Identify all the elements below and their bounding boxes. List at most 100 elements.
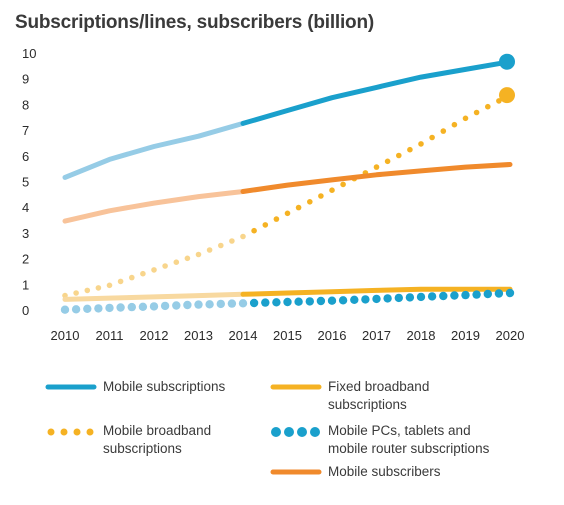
series-dot — [229, 238, 235, 244]
series-dot — [127, 302, 136, 312]
series-dot — [273, 216, 280, 222]
x-tick-label: 2017 — [362, 328, 391, 343]
series-dot — [249, 298, 259, 308]
y-tick-label: 6 — [22, 149, 29, 164]
series-dot — [407, 146, 413, 153]
series-dot — [473, 109, 480, 116]
series-dot — [184, 255, 191, 262]
series-dot — [396, 152, 402, 159]
series-dot — [105, 303, 114, 313]
series-dot — [173, 259, 180, 266]
series-line-historical — [62, 291, 246, 302]
series-dot — [295, 204, 302, 211]
y-tick-label: 2 — [22, 252, 29, 267]
series-dot — [84, 287, 91, 294]
series-dot — [472, 290, 481, 299]
series-dot — [450, 291, 459, 300]
y-tick-label: 8 — [22, 97, 29, 112]
series-dot — [451, 121, 458, 128]
x-tick-label: 2018 — [407, 328, 436, 343]
series-end-marker — [499, 53, 515, 70]
series-dot — [206, 247, 213, 253]
y-tick-label: 7 — [22, 123, 29, 138]
series-dot — [60, 305, 70, 314]
series-dot — [338, 296, 348, 305]
series-dot — [149, 302, 159, 311]
series-dot — [194, 300, 203, 309]
series-dot — [494, 289, 504, 298]
x-tick-label: 2020 — [496, 328, 525, 343]
series-dot — [216, 299, 225, 309]
series-dot — [461, 290, 470, 300]
series-dot — [183, 300, 192, 310]
series-dot — [361, 295, 370, 304]
series-dot — [162, 263, 168, 269]
series-dot — [261, 298, 270, 307]
series-mobile-subscribers — [62, 162, 513, 224]
series-dot — [294, 297, 303, 306]
series-dot — [350, 295, 359, 304]
series-dot — [439, 291, 448, 301]
series-dot — [205, 300, 214, 309]
series-dot — [83, 304, 92, 313]
x-tick-label: 2016 — [318, 328, 347, 343]
series-layer — [60, 53, 515, 314]
series-dot — [94, 304, 103, 313]
series-dot — [340, 181, 346, 188]
y-tick-label: 5 — [22, 175, 29, 190]
y-tick-label: 1 — [22, 277, 29, 292]
x-tick-label: 2012 — [140, 328, 169, 343]
series-dot — [429, 134, 435, 141]
series-dot — [485, 103, 491, 110]
series-dot — [496, 98, 502, 104]
series-end-marker — [499, 87, 515, 104]
series-dot — [95, 285, 102, 291]
series-line-forecast — [240, 59, 513, 126]
series-mobile-subscriptions — [62, 53, 515, 180]
series-dot — [138, 302, 148, 311]
series-dot — [505, 288, 515, 298]
y-axis-ticks: 0 1 2 3 4 5 6 7 8 9 10 — [22, 46, 36, 318]
y-tick-label: 9 — [22, 72, 29, 87]
series-mobile-pcs-tablets-and-mobile-router-subscriptions — [60, 288, 515, 314]
series-dot — [106, 282, 113, 289]
series-dot — [383, 294, 392, 303]
series-line-forecast — [240, 286, 513, 297]
series-dot — [384, 158, 391, 165]
series-fixed-broadband-subscriptions — [62, 286, 513, 302]
series-dot — [373, 164, 380, 170]
chart-title: Subscriptions/lines, subscribers (billio… — [15, 12, 375, 33]
series-dot — [240, 233, 246, 240]
series-dot — [272, 298, 281, 307]
series-line-historical — [62, 189, 246, 224]
x-tick-label: 2019 — [451, 328, 480, 343]
x-tick-label: 2015 — [273, 328, 302, 343]
series-dot — [440, 128, 447, 134]
series-dot — [418, 141, 424, 147]
x-tick-label: 2013 — [184, 328, 213, 343]
series-dot — [129, 274, 135, 281]
y-tick-label: 4 — [22, 200, 29, 215]
series-line-historical — [62, 120, 246, 180]
series-dot — [117, 278, 124, 285]
series-dot — [116, 303, 125, 312]
series-dot — [71, 305, 81, 314]
y-tick-label: 0 — [22, 303, 29, 318]
x-tick-label: 2014 — [229, 328, 258, 343]
series-mobile-broadband-subscriptions — [62, 87, 515, 299]
series-dot — [462, 115, 469, 122]
series-dot — [394, 293, 403, 303]
series-dot — [307, 199, 313, 205]
x-axis-ticks: 2010 2011 2012 2013 2014 2015 2016 2017 2018 2019… — [51, 328, 525, 343]
series-dot — [140, 270, 146, 277]
series-dot — [172, 301, 181, 310]
series-dot — [195, 251, 202, 258]
series-dot — [405, 293, 415, 302]
series-dot — [151, 267, 157, 273]
series-dot — [227, 299, 237, 308]
series-dot — [284, 210, 291, 217]
series-dot — [251, 227, 257, 234]
series-dot — [483, 289, 492, 299]
series-dot — [218, 242, 224, 249]
